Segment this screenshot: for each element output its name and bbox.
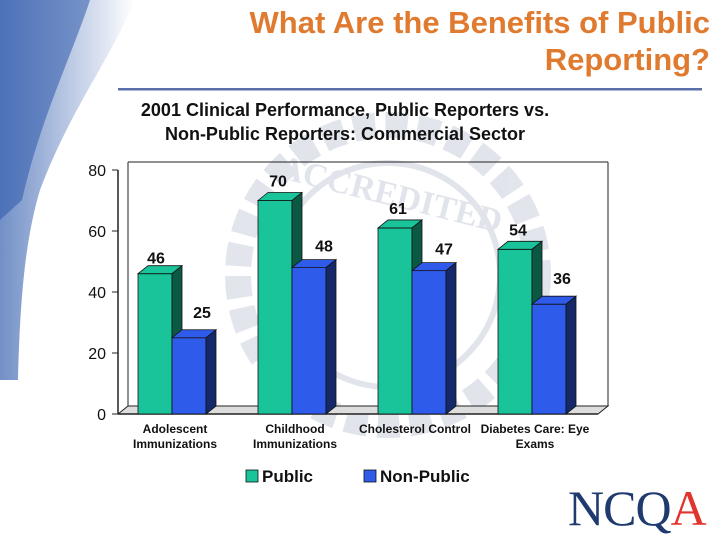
bar-front-face [377, 227, 413, 415]
y-tick-label: 20 [88, 346, 106, 363]
slide-title: What Are the Benefits of Public Reportin… [249, 5, 710, 77]
bar-data-label: 54 [509, 222, 527, 239]
logo-text-accent: A [670, 480, 707, 536]
x-category-label: Adolescent [143, 422, 208, 436]
legend-label: Non-Public [380, 467, 470, 486]
bar-front-face [171, 337, 207, 415]
bar-front-face [497, 248, 533, 415]
ncqa-logo: NCQA [568, 480, 707, 536]
legend-item: Non-Public [363, 467, 470, 486]
x-category-label: Diabetes Care: Eye [481, 422, 590, 436]
bar-non-public: 25 [170, 305, 218, 415]
bar-data-label: 61 [389, 201, 407, 218]
bar-data-label: 25 [193, 305, 211, 322]
bar-side-face [205, 328, 217, 415]
legend-swatch [245, 469, 259, 483]
bar-front-face [531, 303, 567, 415]
bar-front-face [257, 200, 293, 415]
bar-data-label: 48 [315, 239, 333, 256]
chart-title-line-2: Non-Public Reporters: Commercial Sector [165, 124, 525, 144]
bar-non-public: 36 [530, 271, 578, 415]
x-category-label: Immunizations [253, 437, 337, 451]
bar-non-public: 48 [290, 239, 338, 415]
chart-title-line-1: 2001 Clinical Performance, Public Report… [141, 100, 549, 120]
x-category-label: Childhood [265, 422, 324, 436]
logo-text-main: NCQ [568, 480, 672, 536]
y-tick-label: 80 [88, 163, 106, 180]
bar-data-label: 36 [553, 271, 571, 288]
bar-front-face [137, 273, 173, 415]
bar-data-label: 47 [435, 242, 453, 259]
bar-data-label: 46 [147, 251, 165, 268]
y-tick-label: 40 [88, 285, 106, 302]
y-tick-label: 0 [97, 407, 106, 424]
x-category-label: Exams [516, 437, 555, 451]
title-divider [118, 88, 702, 91]
bar-front-face [411, 270, 447, 415]
bar-side-face [565, 295, 577, 415]
x-category-label: Cholesterol Control [359, 422, 471, 436]
legend-swatch [363, 469, 377, 483]
x-category-label: Immunizations [133, 437, 217, 451]
left-decoration [0, 0, 135, 380]
y-tick-label: 60 [88, 224, 106, 241]
bar-side-face [445, 261, 457, 415]
bar-front-face [291, 267, 327, 415]
bar-side-face [325, 258, 337, 415]
bar-data-label: 70 [269, 174, 287, 191]
legend-item: Public [245, 467, 313, 486]
bar-non-public: 47 [410, 242, 458, 415]
legend-label: Public [262, 467, 313, 486]
